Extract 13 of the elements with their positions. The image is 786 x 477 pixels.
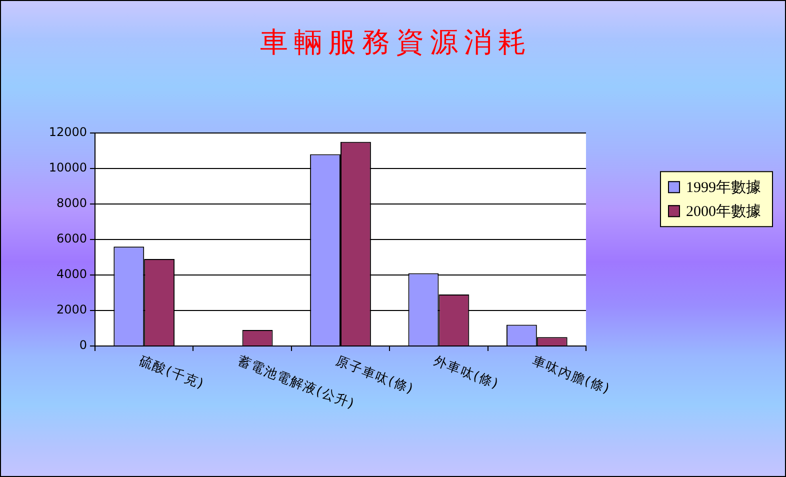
- chart-title: 車輛服務資源消耗: [260, 27, 532, 58]
- y-tick-label: 10000: [48, 160, 87, 175]
- x-tick-label: 外車呔(條): [432, 354, 501, 392]
- y-tick-label: 6000: [56, 232, 87, 246]
- y-tick-label: 8000: [56, 196, 87, 210]
- legend-label: 1999年數據: [686, 179, 761, 196]
- legend-label: 2000年數據: [686, 203, 761, 220]
- y-tick-label: 0: [79, 338, 87, 352]
- y-tick-label: 2000: [56, 302, 87, 317]
- y-tick-label: 12000: [48, 125, 87, 140]
- y-tick-label: 4000: [56, 267, 87, 282]
- x-tick-label: 車呔內膽(條): [530, 354, 612, 398]
- x-tick-label: 硫酸(千克): [137, 354, 206, 392]
